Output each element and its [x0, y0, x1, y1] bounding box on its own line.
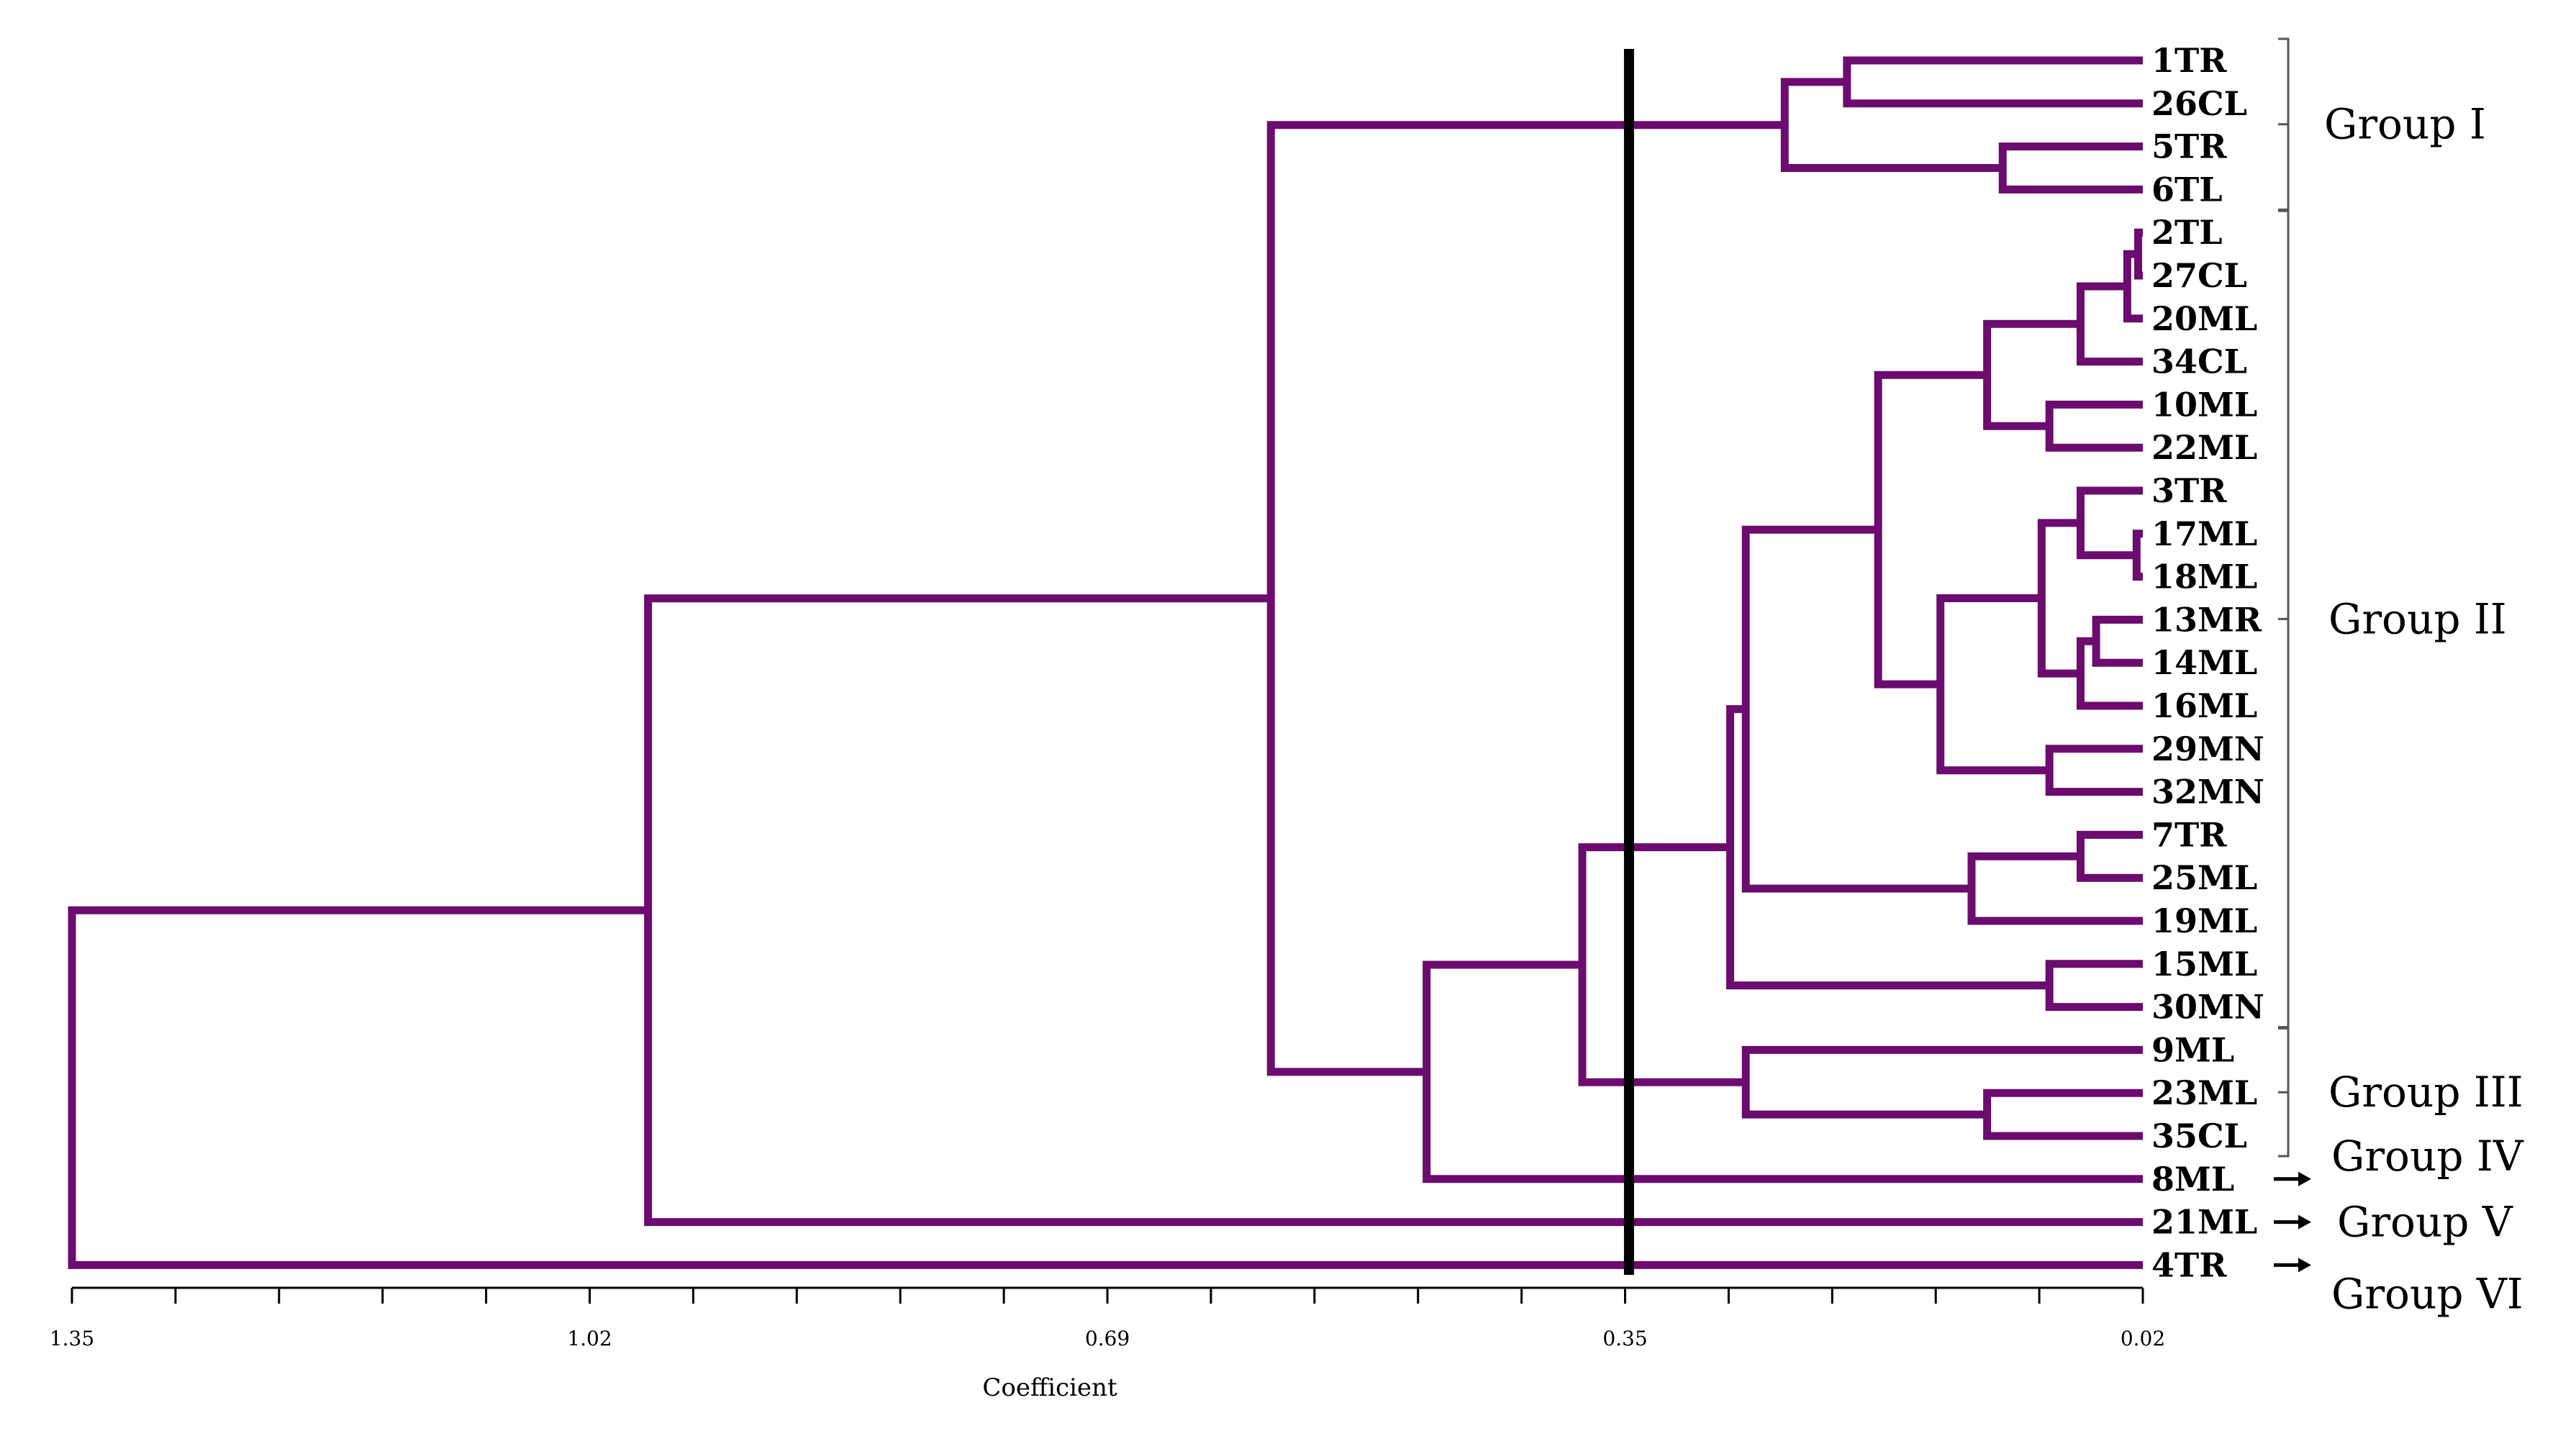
branch-9 — [2132, 530, 2143, 581]
leaf-label: 10ML — [2151, 385, 2257, 424]
branch-24 — [1578, 843, 1746, 1086]
leaf-label: 6TL — [2151, 170, 2223, 209]
leaf-label: 15ML — [2151, 945, 2257, 983]
branch-27 — [644, 594, 2143, 1227]
coefficient-axis: 1.35 1.02 0.69 0.35 0.02 — [50, 1286, 2165, 1350]
branch-22 — [1983, 1089, 2143, 1140]
leaf-label: 26CL — [2151, 84, 2247, 123]
branch-17 — [2076, 830, 2143, 882]
leaf-label: 2TL — [2151, 213, 2223, 252]
leaf-label: 13MR — [2151, 600, 2262, 639]
branch-4 — [2134, 228, 2143, 280]
axis-tick-label: 0.02 — [2121, 1327, 2165, 1350]
branch-1 — [1843, 56, 2143, 108]
group-i-bracket — [2278, 37, 2290, 211]
branch-3 — [1780, 78, 2003, 172]
leaf-label: 25ML — [2151, 858, 2257, 897]
branch-2 — [1998, 142, 2143, 194]
branch-26 — [1266, 121, 1785, 1076]
branch-15 — [1936, 594, 2050, 775]
branch-11 — [2092, 615, 2143, 667]
group-label: Group VI — [2331, 1269, 2523, 1318]
leaf-label: 30MN — [2151, 988, 2264, 1027]
leaf-label: 16ML — [2151, 686, 2257, 725]
axis-tick-label: 1.02 — [567, 1327, 612, 1350]
group-label: Group IV — [2331, 1132, 2524, 1181]
leaf-label: 14ML — [2151, 643, 2257, 682]
axis-tick-label: 0.35 — [1602, 1327, 1647, 1350]
leaf-label: 20ML — [2151, 299, 2257, 338]
leaf-labels: 1TR 26CL 5TR 6TL 2TL 27CL 20ML 34CL 10ML 22ML 3TR 1… — [2151, 41, 2264, 1284]
group-label: Group III — [2328, 1068, 2523, 1117]
branch-20 — [2045, 960, 2143, 1012]
branch-6 — [2076, 282, 2143, 366]
group-vi-arrow-head — [2298, 1258, 2311, 1273]
leaf-label: 19ML — [2151, 901, 2257, 940]
axis-tick-label: 0.69 — [1085, 1327, 1130, 1350]
branch-12 — [2076, 637, 2143, 710]
group-annotations: Group I Group II Group III Group IV Group V G… — [2274, 37, 2524, 1318]
leaf-label: 8ML — [2151, 1160, 2234, 1199]
leaf-label: 4TR — [2151, 1245, 2227, 1284]
branch-7 — [2045, 400, 2143, 452]
leaf-label: 7TR — [2151, 815, 2227, 854]
axis-label: Coefficient — [982, 1373, 1117, 1402]
axis-tick-label: 1.35 — [50, 1327, 94, 1350]
leaf-label: 1TR — [2151, 41, 2227, 80]
leaf-label: 17ML — [2151, 514, 2257, 553]
group-label: Group I — [2324, 100, 2486, 149]
leaf-label: 18ML — [2151, 558, 2257, 596]
leaf-label: 3TR — [2151, 471, 2227, 510]
branch-18 — [1967, 852, 2143, 925]
leaf-label: 23ML — [2151, 1073, 2257, 1112]
leaf-label: 32MN — [2151, 773, 2264, 812]
group-label: Group II — [2328, 594, 2507, 643]
branch-16 — [1874, 371, 1987, 689]
group-label: Group V — [2337, 1198, 2513, 1247]
leaf-label: 21ML — [2151, 1203, 2257, 1242]
group-iii-bracket — [2278, 1027, 2290, 1158]
leaf-label: 35CL — [2151, 1117, 2247, 1155]
leaf-label: 22ML — [2151, 428, 2257, 467]
leaf-label: 5TR — [2151, 127, 2227, 166]
branch-25 — [1423, 960, 2143, 1183]
leaf-label: 9ML — [2151, 1030, 2234, 1069]
branch-23 — [1741, 1045, 2143, 1119]
branch-8 — [1983, 319, 2081, 430]
tree-branches — [68, 56, 2143, 1269]
group-iv-arrow-head — [2298, 1171, 2311, 1186]
group-v-arrow-head — [2298, 1214, 2311, 1230]
leaf-label: 34CL — [2151, 342, 2247, 381]
group-ii-bracket — [2278, 209, 2290, 1029]
leaf-label: 29MN — [2151, 730, 2264, 768]
leaf-label: 27CL — [2151, 256, 2247, 295]
branch-14 — [2045, 745, 2143, 796]
branch-13 — [2037, 519, 2081, 678]
branch-21 — [1726, 705, 2050, 990]
branch-28 — [68, 906, 2143, 1269]
